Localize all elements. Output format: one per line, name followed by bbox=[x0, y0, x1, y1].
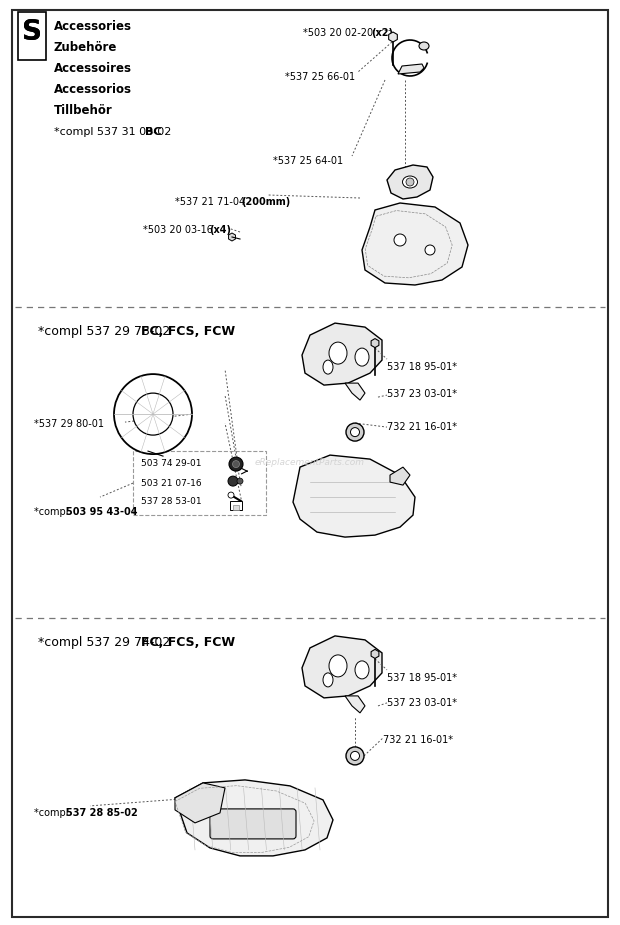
Text: eReplacementParts.com: eReplacementParts.com bbox=[255, 458, 365, 467]
Polygon shape bbox=[398, 64, 424, 74]
Text: 732 21 16-01*: 732 21 16-01* bbox=[387, 422, 457, 432]
Polygon shape bbox=[175, 783, 225, 823]
Text: *503 20 02-20: *503 20 02-20 bbox=[303, 28, 376, 38]
Text: (200mm): (200mm) bbox=[241, 197, 290, 207]
Text: *537 25 64-01: *537 25 64-01 bbox=[273, 156, 343, 166]
Ellipse shape bbox=[323, 360, 333, 374]
Text: (x2): (x2) bbox=[371, 28, 393, 38]
Text: (x4): (x4) bbox=[209, 225, 231, 235]
Polygon shape bbox=[345, 383, 365, 401]
Circle shape bbox=[228, 476, 238, 487]
Bar bbox=[230, 501, 242, 510]
Text: 537 28 53-01: 537 28 53-01 bbox=[141, 497, 202, 506]
Ellipse shape bbox=[355, 660, 369, 679]
Text: Accessorios: Accessorios bbox=[54, 83, 132, 96]
FancyBboxPatch shape bbox=[210, 808, 296, 839]
Text: 537 18 95-01*: 537 18 95-01* bbox=[387, 362, 457, 372]
Bar bbox=[233, 505, 239, 510]
Ellipse shape bbox=[329, 655, 347, 677]
Circle shape bbox=[346, 746, 364, 765]
Text: S: S bbox=[22, 18, 42, 46]
Circle shape bbox=[406, 178, 414, 186]
Ellipse shape bbox=[114, 374, 192, 454]
Text: BC: BC bbox=[145, 127, 161, 137]
Text: 503 74 29-01: 503 74 29-01 bbox=[141, 459, 202, 468]
Circle shape bbox=[350, 751, 360, 760]
Circle shape bbox=[350, 427, 360, 437]
Text: S: S bbox=[22, 18, 42, 46]
Text: 503 95 43-04: 503 95 43-04 bbox=[66, 507, 138, 517]
Text: *537 25 66-01: *537 25 66-01 bbox=[285, 72, 355, 82]
Ellipse shape bbox=[402, 176, 417, 188]
Text: *compl: *compl bbox=[34, 507, 72, 517]
Text: *503 20 03-16: *503 20 03-16 bbox=[143, 225, 216, 235]
Circle shape bbox=[237, 478, 243, 484]
Text: *537 29 80-01: *537 29 80-01 bbox=[34, 419, 104, 429]
Text: 537 18 95-01*: 537 18 95-01* bbox=[387, 672, 457, 683]
Circle shape bbox=[346, 423, 364, 441]
Text: 732 21 16-01*: 732 21 16-01* bbox=[383, 734, 453, 745]
Text: *537 21 71-04: *537 21 71-04 bbox=[175, 197, 248, 207]
Circle shape bbox=[229, 457, 243, 471]
Bar bbox=[18, 12, 46, 60]
Text: 537 23 03-01*: 537 23 03-01* bbox=[387, 697, 457, 708]
Polygon shape bbox=[362, 203, 468, 285]
Text: *compl 537 31 09-02: *compl 537 31 09-02 bbox=[54, 127, 175, 137]
Bar bbox=[133, 451, 266, 515]
Text: Accessories: Accessories bbox=[54, 20, 132, 33]
Text: FC, FCS, FCW: FC, FCS, FCW bbox=[141, 325, 235, 339]
Polygon shape bbox=[390, 467, 410, 485]
Text: *compl 537 29 73-02: *compl 537 29 73-02 bbox=[38, 325, 174, 339]
Text: 537 28 85-02: 537 28 85-02 bbox=[66, 808, 138, 818]
Polygon shape bbox=[302, 323, 382, 385]
Text: 537 23 03-01*: 537 23 03-01* bbox=[387, 389, 457, 399]
Ellipse shape bbox=[329, 342, 347, 364]
Text: Tillbehör: Tillbehör bbox=[54, 104, 113, 117]
Text: Accessoires: Accessoires bbox=[54, 62, 132, 75]
Text: 503 21 07-16: 503 21 07-16 bbox=[141, 479, 202, 488]
Polygon shape bbox=[175, 780, 333, 856]
Circle shape bbox=[232, 461, 239, 468]
Text: *compl 537 29 74-02: *compl 537 29 74-02 bbox=[38, 635, 174, 649]
Text: Zubehöre: Zubehöre bbox=[54, 41, 117, 54]
Text: FC, FCS, FCW: FC, FCS, FCW bbox=[141, 635, 235, 649]
Text: *compl: *compl bbox=[34, 808, 72, 818]
Polygon shape bbox=[387, 165, 433, 199]
Polygon shape bbox=[302, 635, 382, 697]
Polygon shape bbox=[345, 696, 365, 713]
Ellipse shape bbox=[419, 42, 429, 50]
Ellipse shape bbox=[355, 348, 369, 366]
Polygon shape bbox=[293, 455, 415, 537]
Circle shape bbox=[394, 234, 406, 246]
Ellipse shape bbox=[323, 672, 333, 687]
Circle shape bbox=[425, 245, 435, 255]
Ellipse shape bbox=[133, 393, 173, 435]
Circle shape bbox=[228, 492, 234, 498]
